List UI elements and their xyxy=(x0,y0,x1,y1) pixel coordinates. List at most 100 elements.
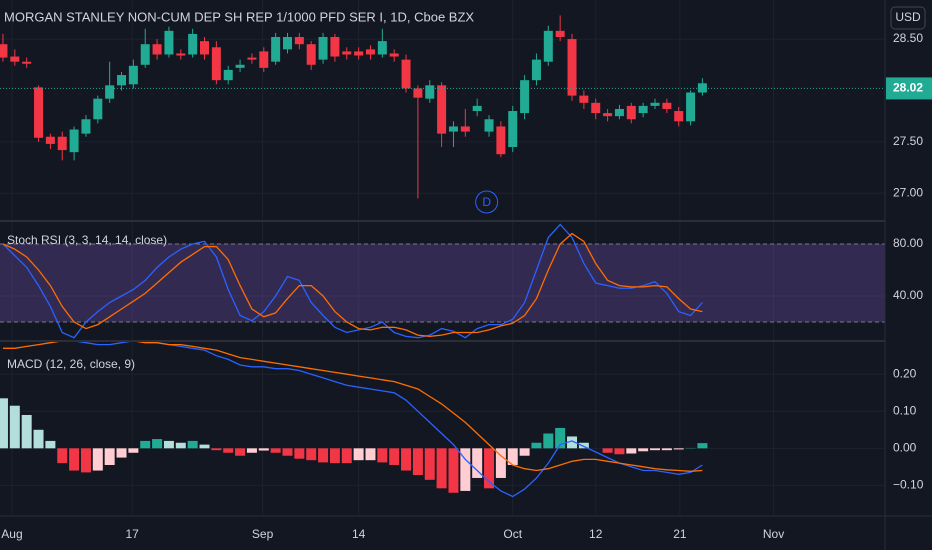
histogram-bar xyxy=(341,448,352,464)
candle-body xyxy=(365,49,375,55)
band-fill xyxy=(0,243,885,323)
histogram-bar xyxy=(389,448,400,465)
histogram-bar xyxy=(45,440,56,449)
candles xyxy=(0,15,707,199)
dividend-marker xyxy=(475,190,499,214)
candle-body xyxy=(0,44,8,58)
histogram-bar xyxy=(519,448,530,456)
y-tick-label: −0.10 xyxy=(893,478,924,492)
histogram-bar xyxy=(329,448,340,464)
histogram-bar xyxy=(306,448,317,461)
candle-body xyxy=(81,119,91,134)
candle-body xyxy=(579,95,589,103)
histogram-bar xyxy=(661,448,672,451)
candle-body xyxy=(448,126,458,132)
y-tick-label: 28.50 xyxy=(893,31,923,45)
histogram-bar xyxy=(424,448,435,480)
indicator-title: MACD (12, 26, close, 9) xyxy=(7,357,135,371)
y-tick-label: 0.00 xyxy=(893,440,917,454)
histogram-bar xyxy=(460,448,471,491)
candle-body xyxy=(543,30,553,62)
histogram-bar xyxy=(567,436,578,449)
histogram-bar xyxy=(578,442,589,449)
indicator-title: Stoch RSI (3, 3, 14, 14, close) xyxy=(7,233,167,247)
candle-body xyxy=(200,41,210,55)
histogram-bar xyxy=(21,414,32,449)
labels: MORGAN STANLEY NON-CUM DEP SH REP 1/1000… xyxy=(1,6,932,541)
histogram-bar xyxy=(626,448,637,454)
y-tick-label: 27.50 xyxy=(893,134,923,148)
candle-body xyxy=(520,80,530,114)
histogram-bar xyxy=(152,439,163,449)
candle-body xyxy=(614,108,624,117)
histogram-bar xyxy=(57,448,68,464)
histogram-bar xyxy=(282,448,293,456)
histogram xyxy=(0,398,708,493)
histogram-bar xyxy=(436,448,447,489)
candle-body xyxy=(10,56,20,62)
candle-body xyxy=(69,129,79,153)
y-tick-label: 0.20 xyxy=(893,366,917,380)
indicator-line xyxy=(2,223,703,339)
histogram-bar xyxy=(697,443,708,449)
candle-body xyxy=(437,85,447,134)
candle-body xyxy=(555,30,565,38)
last-price-label: 28.02 xyxy=(893,81,923,95)
currency-box xyxy=(890,6,926,30)
candle-body xyxy=(45,136,55,144)
histogram-bar xyxy=(318,448,329,463)
candle-body xyxy=(235,64,245,68)
histogram-bar xyxy=(199,444,210,449)
candle-body xyxy=(318,37,328,60)
marks xyxy=(0,15,885,498)
chart-title: MORGAN STANLEY NON-CUM DEP SH REP 1/1000… xyxy=(4,9,474,24)
x-tick-label: Nov xyxy=(763,527,784,541)
candle-body xyxy=(105,85,115,99)
candle-body xyxy=(377,41,387,55)
candle-body xyxy=(697,83,707,93)
candle-body xyxy=(508,111,518,148)
candle-body xyxy=(638,105,648,114)
histogram-bar xyxy=(507,448,518,465)
histogram-bar xyxy=(673,448,684,450)
histogram-bar xyxy=(223,448,234,453)
y-tick-label: 80.00 xyxy=(893,236,923,250)
histogram-bar xyxy=(365,448,376,461)
histogram-bar xyxy=(353,448,364,461)
histogram-bar xyxy=(211,448,222,451)
candle-body xyxy=(128,65,138,85)
candle-body xyxy=(674,111,684,122)
candle-body xyxy=(389,53,399,57)
candle-body xyxy=(117,75,127,86)
histogram-bar xyxy=(401,448,412,471)
candle-body xyxy=(342,51,352,55)
candle-body xyxy=(401,59,411,89)
candle-body xyxy=(603,113,613,117)
candle-body xyxy=(294,37,304,45)
histogram-bar xyxy=(33,429,44,449)
currency: USD xyxy=(895,10,921,24)
candle-body xyxy=(22,61,32,64)
candle-body xyxy=(271,37,281,62)
candle-body xyxy=(567,39,577,96)
candle-body xyxy=(211,47,221,81)
histogram-bar xyxy=(495,448,506,478)
histogram-bar xyxy=(484,448,495,489)
histogram-bar xyxy=(116,448,127,458)
histogram-bar xyxy=(69,448,80,471)
histogram-bar xyxy=(543,433,554,449)
histogram-bar xyxy=(187,440,198,449)
histogram-bar xyxy=(104,448,115,465)
candle-body xyxy=(93,98,103,120)
indicator-line xyxy=(77,342,703,498)
candle-body xyxy=(413,88,423,98)
candle-body xyxy=(425,85,435,99)
histogram-bar xyxy=(555,427,566,449)
histogram-bar xyxy=(377,448,388,463)
histogram-bar xyxy=(448,448,459,493)
candle-body xyxy=(152,44,162,55)
dividend-label: D xyxy=(482,195,491,209)
histogram-bar xyxy=(246,448,257,453)
candle-body xyxy=(140,44,150,65)
